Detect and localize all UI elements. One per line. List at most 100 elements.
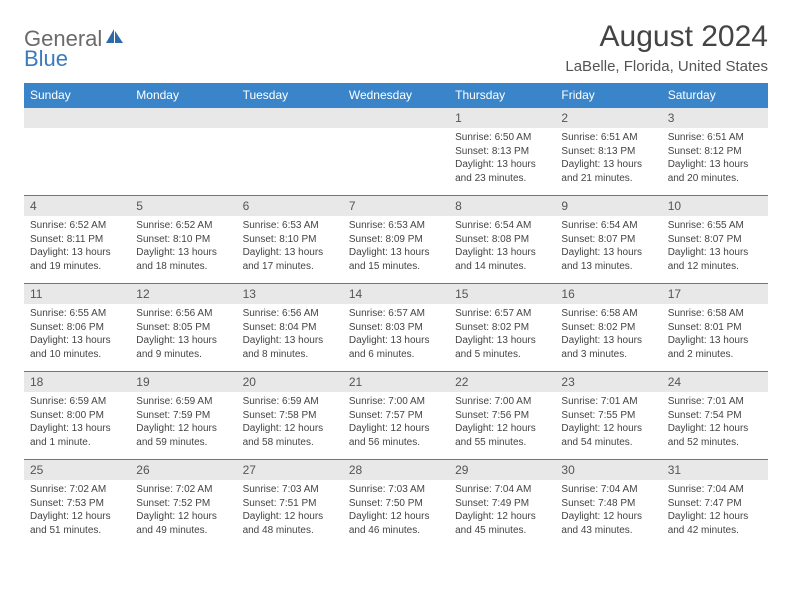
- day-info: Sunrise: 7:04 AMSunset: 7:47 PMDaylight:…: [662, 480, 768, 541]
- day-info: Sunrise: 6:59 AMSunset: 8:00 PMDaylight:…: [24, 392, 130, 453]
- daylight-text: Daylight: 13 hours and 8 minutes.: [243, 334, 337, 361]
- logo: GeneralBlue: [24, 26, 127, 72]
- sunrise-text: Sunrise: 6:52 AM: [136, 219, 230, 233]
- day-number: 26: [130, 459, 236, 480]
- page-title: August 2024: [565, 20, 768, 54]
- calendar-day-cell: 17Sunrise: 6:58 AMSunset: 8:01 PMDayligh…: [662, 283, 768, 371]
- daylight-text: Daylight: 13 hours and 9 minutes.: [136, 334, 230, 361]
- daylight-text: Daylight: 13 hours and 18 minutes.: [136, 246, 230, 273]
- daylight-text: Daylight: 13 hours and 19 minutes.: [30, 246, 124, 273]
- sunset-text: Sunset: 7:48 PM: [561, 497, 655, 511]
- day-number: 18: [24, 371, 130, 392]
- calendar-day-cell: 11Sunrise: 6:55 AMSunset: 8:06 PMDayligh…: [24, 283, 130, 371]
- sunset-text: Sunset: 8:00 PM: [30, 409, 124, 423]
- day-info: Sunrise: 6:58 AMSunset: 8:01 PMDaylight:…: [662, 304, 768, 365]
- daylight-text: Daylight: 13 hours and 13 minutes.: [561, 246, 655, 273]
- calendar-day-cell: 25Sunrise: 7:02 AMSunset: 7:53 PMDayligh…: [24, 459, 130, 547]
- sunrise-text: Sunrise: 7:03 AM: [243, 483, 337, 497]
- day-info: Sunrise: 6:55 AMSunset: 8:06 PMDaylight:…: [24, 304, 130, 365]
- day-number: 1: [449, 107, 555, 128]
- sunset-text: Sunset: 8:09 PM: [349, 233, 443, 247]
- day-info: Sunrise: 7:01 AMSunset: 7:55 PMDaylight:…: [555, 392, 661, 453]
- sunset-text: Sunset: 7:58 PM: [243, 409, 337, 423]
- sunset-text: Sunset: 8:01 PM: [668, 321, 762, 335]
- day-info: Sunrise: 6:52 AMSunset: 8:10 PMDaylight:…: [130, 216, 236, 277]
- day-number: 3: [662, 107, 768, 128]
- calendar-day-cell: [237, 107, 343, 195]
- calendar-day-cell: 13 Sunrise: 6:56 AMSunset: 8:04 PMDayligh…: [237, 283, 343, 371]
- calendar-day-cell: 15Sunrise: 6:57 AMSunset: 8:02 PMDayligh…: [449, 283, 555, 371]
- calendar-page: GeneralBlue August 2024 LaBelle, Florida…: [0, 0, 792, 612]
- daylight-text: Daylight: 13 hours and 23 minutes.: [455, 158, 549, 185]
- calendar-day-cell: 2Sunrise: 6:51 AMSunset: 8:13 PMDaylight…: [555, 107, 661, 195]
- calendar-day-cell: 21Sunrise: 7:00 AMSunset: 7:57 PMDayligh…: [343, 371, 449, 459]
- calendar-day-cell: 8Sunrise: 6:54 AMSunset: 8:08 PMDaylight…: [449, 195, 555, 283]
- day-info: Sunrise: 7:02 AMSunset: 7:52 PMDaylight:…: [130, 480, 236, 541]
- day-number: 9: [555, 195, 661, 216]
- day-info: Sunrise: 6:53 AMSunset: 8:10 PMDaylight:…: [237, 216, 343, 277]
- daylight-text: Daylight: 13 hours and 21 minutes.: [561, 158, 655, 185]
- day-number: 17: [662, 283, 768, 304]
- calendar-week-row: 4Sunrise: 6:52 AMSunset: 8:11 PMDaylight…: [24, 195, 768, 283]
- sunrise-text: Sunrise: 6:56 AM: [243, 307, 337, 321]
- sunset-text: Sunset: 7:49 PM: [455, 497, 549, 511]
- sunrise-text: Sunrise: 7:01 AM: [668, 395, 762, 409]
- weekday-header-row: SundayMondayTuesdayWednesdayThursdayFrid…: [24, 83, 768, 107]
- day-number: 22: [449, 371, 555, 392]
- calendar-day-cell: 26Sunrise: 7:02 AMSunset: 7:52 PMDayligh…: [130, 459, 236, 547]
- sunset-text: Sunset: 8:04 PM: [243, 321, 337, 335]
- sunrise-text: Sunrise: 6:59 AM: [136, 395, 230, 409]
- calendar-day-cell: [343, 107, 449, 195]
- sunrise-text: Sunrise: 7:02 AM: [136, 483, 230, 497]
- sunset-text: Sunset: 7:55 PM: [561, 409, 655, 423]
- sunrise-text: Sunrise: 6:51 AM: [668, 131, 762, 145]
- sunrise-text: Sunrise: 7:03 AM: [349, 483, 443, 497]
- sunset-text: Sunset: 8:06 PM: [30, 321, 124, 335]
- calendar-table: SundayMondayTuesdayWednesdayThursdayFrid…: [24, 83, 768, 547]
- daylight-text: Daylight: 12 hours and 55 minutes.: [455, 422, 549, 449]
- daylight-text: Daylight: 12 hours and 52 minutes.: [668, 422, 762, 449]
- calendar-day-cell: 23Sunrise: 7:01 AMSunset: 7:55 PMDayligh…: [555, 371, 661, 459]
- sunrise-text: Sunrise: 6:54 AM: [455, 219, 549, 233]
- daylight-text: Daylight: 12 hours and 45 minutes.: [455, 510, 549, 537]
- day-number: 28: [343, 459, 449, 480]
- calendar-day-cell: 9Sunrise: 6:54 AMSunset: 8:07 PMDaylight…: [555, 195, 661, 283]
- day-number: 31: [662, 459, 768, 480]
- sunset-text: Sunset: 8:07 PM: [668, 233, 762, 247]
- daylight-text: Daylight: 13 hours and 1 minute.: [30, 422, 124, 449]
- sunrise-text: Sunrise: 6:55 AM: [30, 307, 124, 321]
- daylight-text: Daylight: 12 hours and 48 minutes.: [243, 510, 337, 537]
- calendar-day-cell: 12Sunrise: 6:56 AMSunset: 8:05 PMDayligh…: [130, 283, 236, 371]
- sunrise-text: Sunrise: 6:56 AM: [136, 307, 230, 321]
- daylight-text: Daylight: 13 hours and 2 minutes.: [668, 334, 762, 361]
- calendar-body: 1Sunrise: 6:50 AMSunset: 8:13 PMDaylight…: [24, 107, 768, 547]
- daylight-text: Daylight: 13 hours and 10 minutes.: [30, 334, 124, 361]
- weekday-header: Friday: [555, 83, 661, 107]
- day-number: 5: [130, 195, 236, 216]
- sunrise-text: Sunrise: 6:55 AM: [668, 219, 762, 233]
- day-number: 13: [237, 283, 343, 304]
- day-number: 21: [343, 371, 449, 392]
- calendar-day-cell: 24Sunrise: 7:01 AMSunset: 7:54 PMDayligh…: [662, 371, 768, 459]
- daylight-text: Daylight: 12 hours and 56 minutes.: [349, 422, 443, 449]
- daylight-text: Daylight: 13 hours and 17 minutes.: [243, 246, 337, 273]
- sunset-text: Sunset: 8:11 PM: [30, 233, 124, 247]
- weekday-header: Sunday: [24, 83, 130, 107]
- day-number: 20: [237, 371, 343, 392]
- daylight-text: Daylight: 12 hours and 43 minutes.: [561, 510, 655, 537]
- sunrise-text: Sunrise: 6:50 AM: [455, 131, 549, 145]
- day-number: 14: [343, 283, 449, 304]
- sunset-text: Sunset: 8:05 PM: [136, 321, 230, 335]
- calendar-day-cell: 1Sunrise: 6:50 AMSunset: 8:13 PMDaylight…: [449, 107, 555, 195]
- day-number: 27: [237, 459, 343, 480]
- day-info: Sunrise: 7:04 AMSunset: 7:48 PMDaylight:…: [555, 480, 661, 541]
- sunrise-text: Sunrise: 7:04 AM: [561, 483, 655, 497]
- sail-icon: [105, 24, 125, 50]
- day-info: Sunrise: 6:51 AMSunset: 8:13 PMDaylight:…: [555, 128, 661, 189]
- header: GeneralBlue August 2024 LaBelle, Florida…: [24, 20, 768, 75]
- daylight-text: Daylight: 12 hours and 42 minutes.: [668, 510, 762, 537]
- sunrise-text: Sunrise: 6:53 AM: [243, 219, 337, 233]
- daylight-text: Daylight: 13 hours and 20 minutes.: [668, 158, 762, 185]
- daylight-text: Daylight: 13 hours and 15 minutes.: [349, 246, 443, 273]
- day-info: Sunrise: 6:55 AMSunset: 8:07 PMDaylight:…: [662, 216, 768, 277]
